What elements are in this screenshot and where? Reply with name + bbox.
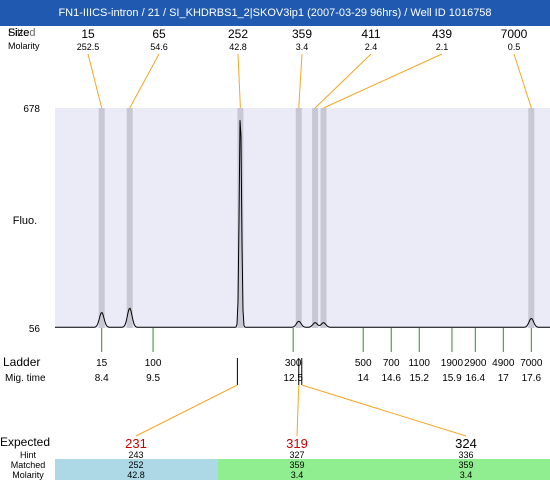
- peak-leader-line: [129, 53, 160, 109]
- plot-area: [55, 108, 550, 328]
- expected-leader-line: [135, 384, 238, 437]
- peak-leader-line: [513, 53, 532, 109]
- molarity-value: 3.4: [291, 470, 304, 480]
- matched-row-label: Matched: [11, 460, 46, 470]
- peak-molarity-label: 3.4: [296, 42, 309, 52]
- ladder-label: Ladder: [3, 355, 40, 369]
- ladder-size-label: 4900: [492, 358, 515, 369]
- trace-line: [55, 120, 550, 328]
- peak-size-label: 65: [152, 27, 166, 41]
- expected-row-label: Expected: [0, 435, 50, 449]
- ladder-size-label: 100: [145, 358, 162, 369]
- matched-cell: [55, 459, 218, 480]
- peak-band: [98, 108, 105, 328]
- peak-band: [320, 108, 327, 328]
- ladder-time-label: 14: [358, 373, 370, 384]
- ladder-size-label: 15: [96, 358, 108, 369]
- ladder-time-label: 15.9: [442, 373, 462, 384]
- expected-leader-line: [301, 384, 467, 437]
- peak-molarity-label: 0.5: [508, 42, 521, 52]
- ladder-size-label: 1100: [408, 358, 430, 369]
- ladder-time-label: 9.5: [146, 373, 160, 384]
- peak-band: [295, 108, 302, 328]
- hint-value: 243: [128, 450, 143, 460]
- ladder-size-label: 700: [383, 358, 400, 369]
- peak-leader-line: [87, 53, 103, 109]
- y-tick-label: 678: [23, 104, 40, 115]
- y-axis-label: Fluo.: [13, 215, 37, 227]
- expected-value: 324: [455, 436, 477, 451]
- peak-molarity-label: 2.1: [436, 42, 449, 52]
- peak-band: [237, 108, 244, 328]
- ladder-time-label: 12.5: [283, 373, 303, 384]
- ladder-size-label: 2900: [464, 358, 487, 369]
- peak-leader-line: [237, 53, 241, 109]
- mig-time-label: Mig. time: [5, 373, 46, 384]
- header-molarity-label: Molarity: [8, 41, 40, 51]
- expected-leader-line: [296, 384, 300, 437]
- molarity-value: 3.4: [460, 470, 473, 480]
- expected-value: 319: [286, 436, 308, 451]
- ladder-size-label: 7000: [520, 358, 543, 369]
- peak-molarity-label: 252.5: [77, 42, 100, 52]
- ladder-time-label: 16.4: [466, 373, 486, 384]
- peak-molarity-label: 42.8: [229, 42, 247, 52]
- molarity-row-label: Molarity: [12, 470, 44, 480]
- peak-molarity-label: 2.4: [365, 42, 378, 52]
- hint-row-label: Hint: [20, 450, 37, 460]
- ladder-time-label: 8.4: [95, 373, 109, 384]
- ladder-time-label: 14.6: [381, 373, 401, 384]
- peak-band: [528, 108, 535, 328]
- peak-band: [312, 108, 319, 328]
- molarity-value: 42.8: [127, 470, 145, 480]
- peak-band: [126, 108, 133, 328]
- peak-leader-line: [323, 53, 443, 109]
- expected-value: 231: [125, 436, 147, 451]
- chart-title: FN1-IIICS-intron / 21 / SI_KHDRBS1_2|SKO…: [0, 0, 550, 26]
- peak-size-label: 411: [361, 27, 380, 41]
- matched-cell: [384, 459, 550, 480]
- peak-size-label: 252: [228, 27, 248, 41]
- header-size-label: Size: [8, 27, 29, 39]
- ladder-size-label: 300: [285, 358, 302, 369]
- ladder-size-label: 500: [355, 358, 372, 369]
- hint-value: 327: [289, 450, 304, 460]
- peak-size-label: 359: [292, 27, 312, 41]
- ladder-time-label: 17: [498, 373, 510, 384]
- peak-size-label: 15: [81, 27, 95, 41]
- header-ghost-label: Fitted: [8, 27, 36, 39]
- peak-size-label: 439: [432, 27, 452, 41]
- ladder-time-label: 17.6: [522, 373, 542, 384]
- y-tick-label: 56: [29, 324, 41, 335]
- matched-value: 359: [458, 460, 473, 470]
- peak-leader-line: [298, 53, 303, 109]
- matched-value: 359: [289, 460, 304, 470]
- peak-molarity-label: 54.6: [150, 42, 168, 52]
- peak-size-label: 7000: [501, 27, 528, 41]
- hint-value: 336: [458, 450, 473, 460]
- matched-cell: [218, 459, 384, 480]
- ladder-time-label: 15.2: [410, 373, 430, 384]
- matched-value: 252: [128, 460, 143, 470]
- peak-leader-line: [314, 53, 372, 109]
- ladder-size-label: 1900: [441, 358, 464, 369]
